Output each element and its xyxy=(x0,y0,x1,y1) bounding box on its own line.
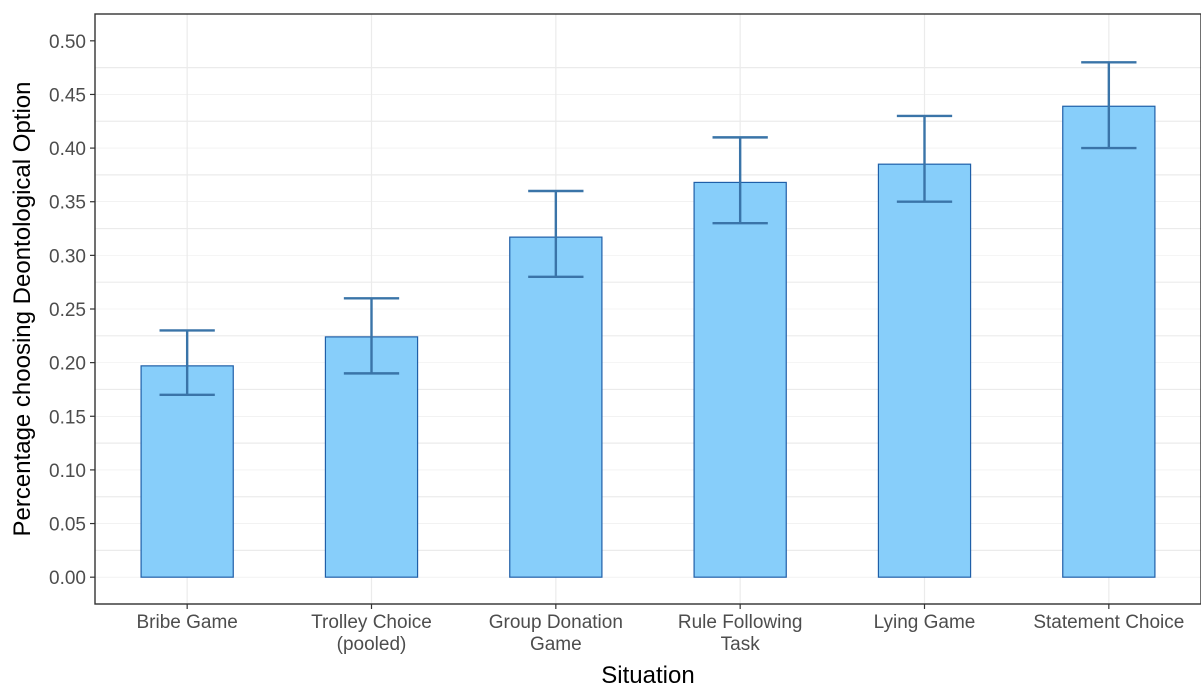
x-tick-label: Group Donation Game xyxy=(489,612,623,655)
x-axis-title: Situation xyxy=(601,662,694,686)
x-tick-label: Statement Choice xyxy=(1033,612,1184,633)
y-tick-label: 0.25 xyxy=(49,300,86,321)
error-bar xyxy=(1081,61,1137,150)
x-tick-label: Rule Following Task xyxy=(678,612,803,655)
error-bar xyxy=(159,329,215,397)
y-tick-label: 0.50 xyxy=(49,32,86,53)
bar xyxy=(877,163,972,578)
y-tick-label: 0.45 xyxy=(49,85,86,106)
error-bars xyxy=(159,61,1137,397)
x-axis: Bribe Game Trolley Choice (pooled) Group Do… xyxy=(136,604,1184,655)
grid-lines xyxy=(95,14,1201,605)
y-tick-label: 0.20 xyxy=(49,354,86,375)
y-tick-label: 0.00 xyxy=(49,568,86,589)
bar xyxy=(1062,105,1156,578)
y-tick-label: 0.15 xyxy=(49,407,86,428)
y-axis-title: Percentage choosing Deontological Option xyxy=(9,82,36,537)
y-tick-label: 0.05 xyxy=(49,515,86,536)
error-bar xyxy=(896,114,953,203)
bar xyxy=(140,365,234,578)
bar xyxy=(693,181,787,578)
x-tick-label: Lying Game xyxy=(874,612,976,633)
y-tick-label: 0.10 xyxy=(49,461,86,482)
error-bar xyxy=(712,136,768,225)
y-axis: 0.00 0.05 0.10 0.15 0.20 0.25 0.30 0.35 0.40 0.45… xyxy=(49,32,95,589)
error-bar xyxy=(528,189,584,279)
y-tick-label: 0.30 xyxy=(49,246,86,267)
y-tick-label: 0.40 xyxy=(49,139,86,160)
y-tick-label: 0.35 xyxy=(49,193,86,214)
bars xyxy=(140,105,1156,578)
x-tick-label: Trolley Choice (pooled) xyxy=(311,612,432,655)
x-tick-label: Bribe Game xyxy=(136,612,237,633)
bar xyxy=(324,336,419,578)
error-bar xyxy=(343,297,400,375)
bar xyxy=(509,236,603,578)
